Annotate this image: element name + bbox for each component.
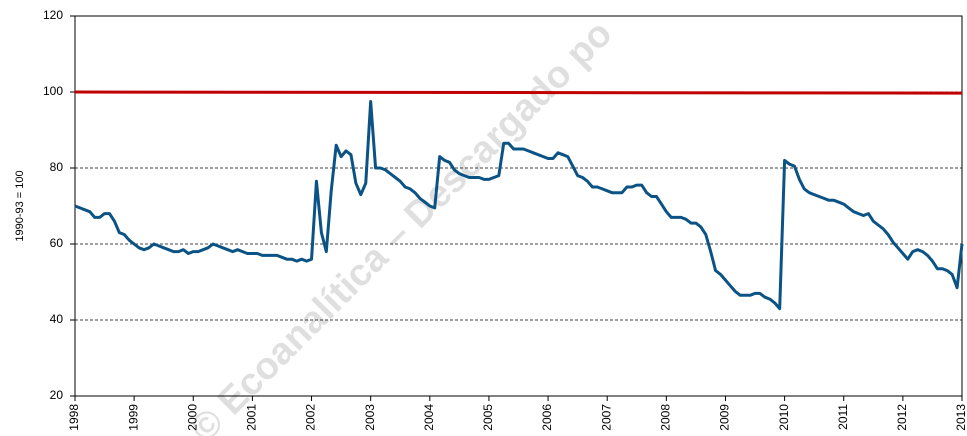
x-tick-label: 2007 bbox=[599, 404, 613, 431]
plot-frame bbox=[74, 15, 963, 397]
y-tick-label: 80 bbox=[50, 160, 64, 174]
y-axis-label: 1990-93 = 100 bbox=[14, 170, 26, 241]
x-tick-label: 2003 bbox=[363, 404, 377, 431]
x-tick-label: 2013 bbox=[954, 404, 967, 431]
y-tick-label: 120 bbox=[43, 8, 63, 22]
x-tick-label: 2012 bbox=[895, 404, 909, 431]
x-tick-label: 2010 bbox=[777, 404, 791, 431]
x-tick-label: 2005 bbox=[481, 404, 495, 431]
x-tick-label: 1999 bbox=[126, 404, 140, 431]
x-tick-label: 2002 bbox=[304, 404, 318, 431]
x-tick-label: 2006 bbox=[540, 404, 554, 431]
x-tick-label: 2009 bbox=[718, 404, 732, 431]
series-line bbox=[74, 100, 964, 311]
series-line bbox=[74, 90, 963, 95]
y-tick-label: 60 bbox=[50, 236, 64, 250]
x-tick-label: 2008 bbox=[659, 404, 673, 431]
y-tick-label: 20 bbox=[50, 388, 64, 402]
x-tick-label: 2004 bbox=[422, 404, 436, 431]
y-tick-label: 40 bbox=[50, 312, 64, 326]
x-tick-label: 2011 bbox=[836, 404, 850, 430]
x-tick-label: 2001 bbox=[245, 404, 259, 431]
x-tick-label: 1998 bbox=[67, 404, 81, 431]
x-tick-label: 2000 bbox=[185, 404, 199, 431]
y-tick-label: 100 bbox=[43, 84, 63, 98]
watermark: © Ecoanalítica – Descargado po bbox=[183, 13, 621, 436]
